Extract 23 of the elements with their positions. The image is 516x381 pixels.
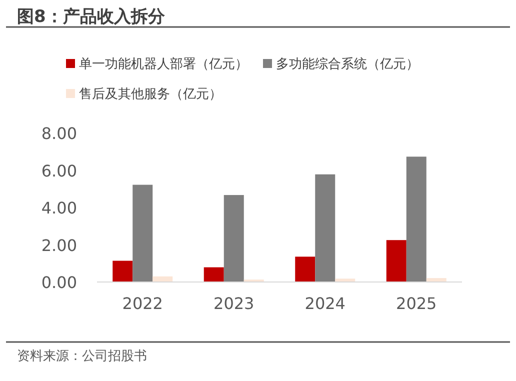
legend-label: 多功能综合系统（亿元）	[276, 57, 419, 72]
x-tick-label: 2023	[214, 294, 254, 313]
x-tick-label: 2022	[122, 294, 163, 313]
bar	[132, 184, 153, 282]
text: 资料来源：公司招股书	[17, 349, 147, 364]
bar	[406, 156, 426, 282]
bar	[204, 267, 224, 282]
bar	[315, 174, 336, 282]
y-tick-label: 6.00	[41, 161, 77, 180]
y-tick-label: 8.00	[41, 124, 77, 143]
bar	[295, 256, 316, 282]
x-tick-label: 2025	[396, 294, 437, 313]
bar	[335, 278, 356, 282]
y-tick-label: 0.00	[41, 273, 77, 292]
bar	[112, 260, 133, 282]
legend-label: 售后及其他服务（亿元）	[79, 87, 222, 102]
y-tick-label: 4.00	[41, 198, 77, 218]
legend-label: 单一功能机器人部署（亿元）	[79, 57, 248, 72]
bar	[224, 195, 244, 282]
chart-title: 图8：产品收入拆分	[17, 7, 166, 27]
bar	[386, 240, 406, 282]
y-tick-label: 2.00	[41, 236, 77, 255]
x-tick-label: 2024	[304, 294, 346, 313]
